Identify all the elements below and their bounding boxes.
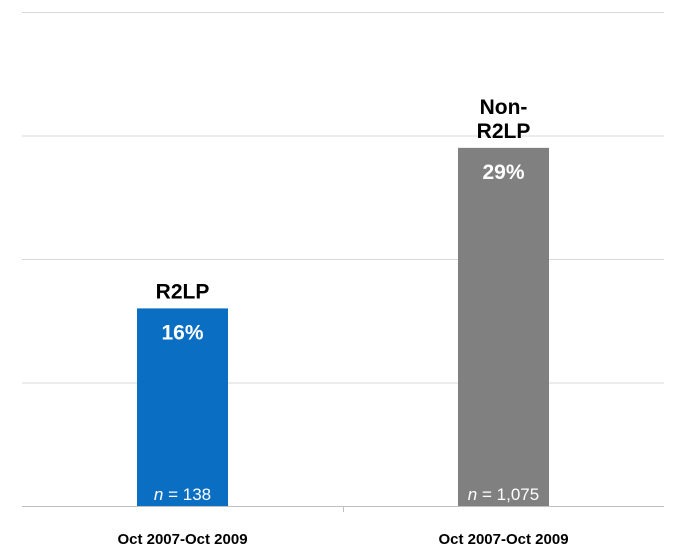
bar-value-label: 16% xyxy=(161,321,203,344)
bar-n-label: n = 138 xyxy=(154,485,211,504)
bar-series-label: R2LP xyxy=(477,120,531,143)
bar xyxy=(137,308,228,506)
n-value: = 138 xyxy=(163,485,211,504)
n-value: = 1,075 xyxy=(477,485,539,504)
x-tick-label: Oct 2007-Oct 2009 xyxy=(117,531,247,548)
bar-series-label: Non- xyxy=(480,96,528,119)
bar xyxy=(458,147,549,506)
bar-n-label: n = 1,075 xyxy=(468,485,539,504)
x-axis: Oct 2007-Oct 2009 Oct 2007-Oct 2009 xyxy=(22,506,664,548)
bar-series-label: R2LP xyxy=(156,280,210,303)
gridlines xyxy=(22,12,664,384)
x-tick-label: Oct 2007-Oct 2009 xyxy=(438,531,568,548)
n-symbol: n xyxy=(154,485,163,504)
n-symbol: n xyxy=(468,485,477,504)
bar-value-label: 29% xyxy=(482,161,524,184)
